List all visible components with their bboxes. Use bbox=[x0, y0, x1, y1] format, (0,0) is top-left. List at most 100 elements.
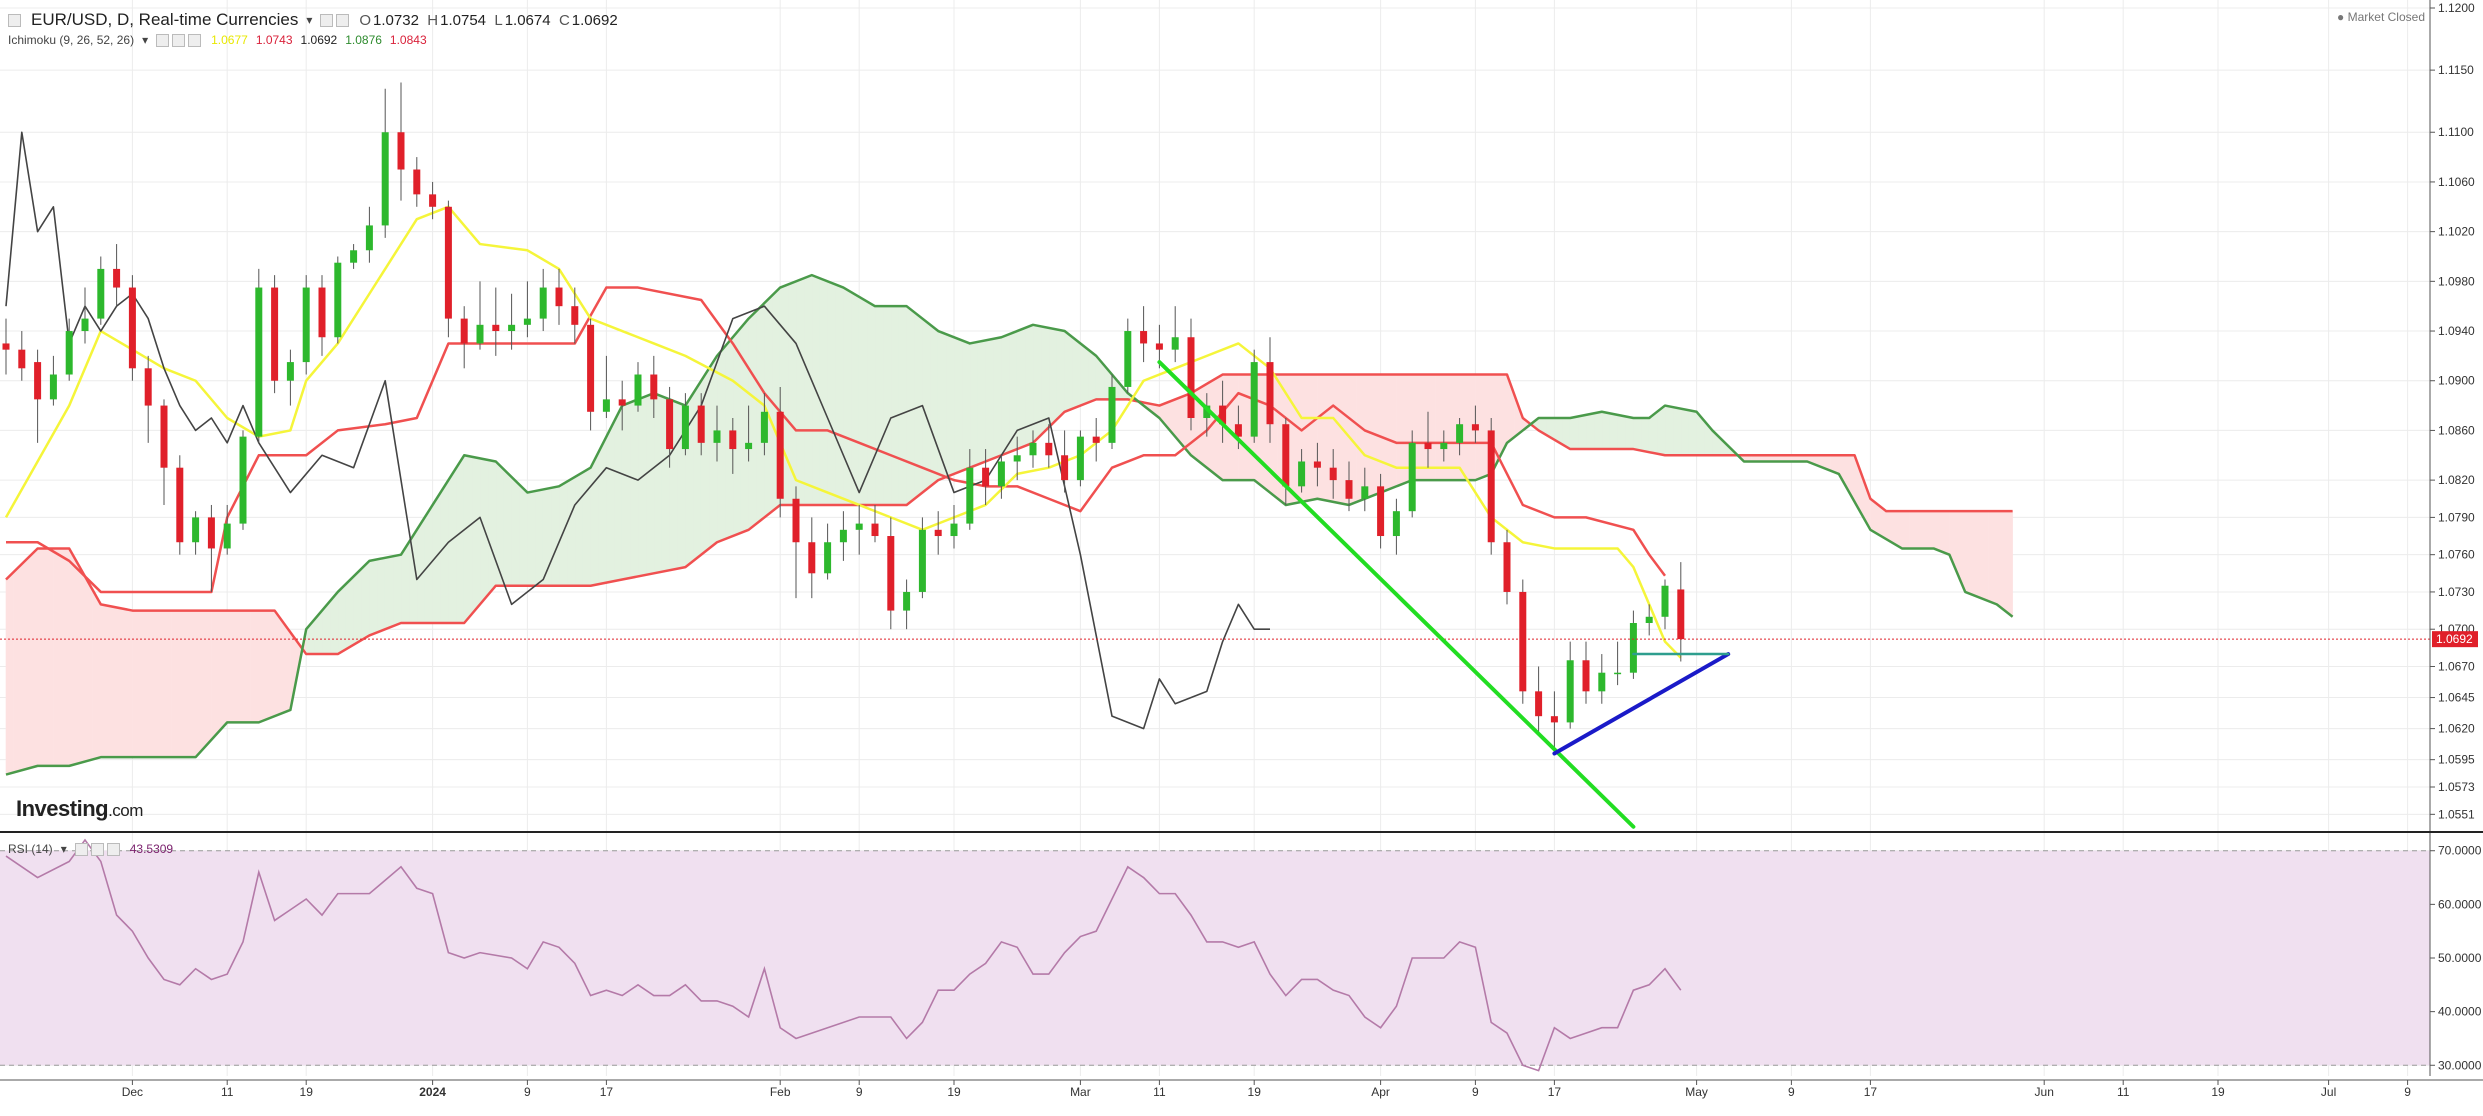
cloud-segment bbox=[1577, 414, 1587, 450]
candle-body bbox=[1108, 386, 1116, 443]
rsi-tick-label: 30.0000 bbox=[2438, 1058, 2482, 1072]
candle-body bbox=[1424, 442, 1432, 450]
candle-body bbox=[1234, 424, 1242, 437]
cloud-segment bbox=[1641, 417, 1650, 453]
ichimoku-value: 1.0677 bbox=[211, 33, 248, 47]
time-tick-label: 9 bbox=[2404, 1085, 2411, 1099]
cloud-segment bbox=[953, 336, 963, 475]
candle-body bbox=[255, 287, 263, 437]
cloud-segment bbox=[45, 548, 54, 767]
close-icon[interactable] bbox=[106, 842, 120, 856]
cloud-segment bbox=[392, 554, 402, 627]
candle-body bbox=[760, 411, 768, 443]
cloud-segment bbox=[1688, 409, 1697, 456]
candle-body bbox=[1013, 455, 1021, 462]
settings-icon[interactable] bbox=[172, 33, 186, 47]
settings-icon[interactable] bbox=[320, 13, 334, 27]
cloud-segment bbox=[1964, 510, 1974, 596]
candle-body bbox=[1361, 486, 1369, 499]
cloud-segment bbox=[242, 610, 252, 723]
price-tick-label: 1.0670 bbox=[2438, 659, 2475, 673]
senkou-span-a-line bbox=[5, 273, 2014, 776]
cloud-segment bbox=[1996, 510, 2005, 612]
cloud-segment bbox=[92, 589, 102, 760]
cloud-segment bbox=[803, 274, 813, 506]
cloud-segment bbox=[440, 479, 449, 624]
ohlc-values: O 1.0732 H 1.0754 L 1.0674 C 1.0692 bbox=[359, 11, 618, 29]
cloud-segment bbox=[1072, 336, 1081, 410]
candle-body bbox=[271, 287, 279, 381]
chevron-down-icon[interactable]: ▾ bbox=[142, 33, 149, 47]
cloud-segment bbox=[1380, 374, 1389, 493]
cloud-segment bbox=[116, 607, 125, 758]
close-icon[interactable] bbox=[336, 13, 350, 27]
candle-body bbox=[871, 523, 879, 537]
candle-body bbox=[808, 542, 816, 574]
candle-body bbox=[176, 467, 184, 543]
candle-body bbox=[1124, 331, 1132, 387]
candle-body bbox=[113, 268, 121, 288]
cloud-segment bbox=[740, 317, 749, 534]
ichimoku-label[interactable]: Ichimoku (9, 26, 52, 26) bbox=[8, 33, 135, 47]
candle-body bbox=[855, 523, 863, 530]
visibility-icon[interactable] bbox=[74, 842, 88, 856]
candle-body bbox=[444, 206, 452, 319]
candle-body bbox=[1471, 424, 1479, 431]
cloud-segment bbox=[132, 610, 141, 758]
cloud-segment bbox=[1427, 374, 1437, 481]
candle-body bbox=[1045, 442, 1053, 456]
cloud-segment bbox=[1625, 416, 1634, 450]
candle-body bbox=[192, 517, 200, 543]
cloud-segment bbox=[195, 610, 204, 758]
settings-icon[interactable] bbox=[90, 842, 104, 856]
close-icon[interactable] bbox=[188, 33, 202, 47]
candle-body bbox=[713, 430, 721, 443]
cloud-segment bbox=[1601, 411, 1610, 450]
cloud-segment bbox=[582, 467, 591, 587]
chevron-down-icon[interactable]: ▾ bbox=[306, 13, 313, 27]
cloud-segment bbox=[898, 305, 907, 506]
collapse-icon[interactable] bbox=[8, 13, 21, 27]
rsi-label[interactable]: RSI (14) bbox=[8, 842, 53, 856]
cloud-segment bbox=[1016, 327, 1026, 450]
visibility-icon[interactable] bbox=[156, 33, 170, 47]
price-tick-label: 1.0760 bbox=[2438, 548, 2475, 562]
symbol-title[interactable]: EUR/USD, D, Real-time Currencies bbox=[31, 10, 299, 29]
candle-body bbox=[207, 517, 215, 549]
cloud-segment bbox=[155, 610, 165, 758]
rsi-tick-label: 60.0000 bbox=[2438, 897, 2482, 911]
uptrend-line bbox=[1552, 652, 1731, 756]
candle-body bbox=[350, 250, 358, 263]
candle-body bbox=[539, 287, 547, 319]
cloud-segment bbox=[424, 503, 433, 624]
time-tick-label: 9 bbox=[1472, 1085, 1479, 1099]
cloud-segment bbox=[448, 466, 457, 624]
cloud-segment bbox=[471, 456, 481, 615]
candle-body bbox=[460, 318, 468, 344]
trendline-drawings[interactable] bbox=[0, 360, 2430, 829]
candle-body bbox=[1566, 660, 1574, 723]
price-tick-label: 1.0551 bbox=[2438, 807, 2475, 821]
cloud-segment bbox=[1680, 408, 1689, 456]
candle-body bbox=[634, 374, 642, 406]
cloud-segment bbox=[84, 575, 94, 762]
time-tick-label: 19 bbox=[2211, 1085, 2225, 1099]
price-tick-label: 1.0573 bbox=[2438, 780, 2475, 794]
cloud-segment bbox=[2004, 510, 2013, 618]
candle-body bbox=[476, 324, 484, 344]
candle-body bbox=[97, 268, 105, 319]
cloud-segment bbox=[60, 548, 70, 767]
cloud-segment bbox=[1664, 405, 1674, 456]
candle-body bbox=[602, 399, 610, 412]
cloud-segment bbox=[1388, 374, 1397, 490]
chevron-down-icon[interactable]: ▾ bbox=[60, 842, 67, 856]
candle-body bbox=[34, 362, 42, 400]
indicator-controls bbox=[156, 33, 203, 47]
candle-body bbox=[587, 324, 595, 412]
time-tick-label: 2024 bbox=[419, 1085, 446, 1099]
candle-body bbox=[650, 374, 658, 400]
chikou-span-line bbox=[5, 131, 1270, 730]
cloud-segment bbox=[929, 324, 939, 487]
candle-body bbox=[887, 536, 895, 611]
